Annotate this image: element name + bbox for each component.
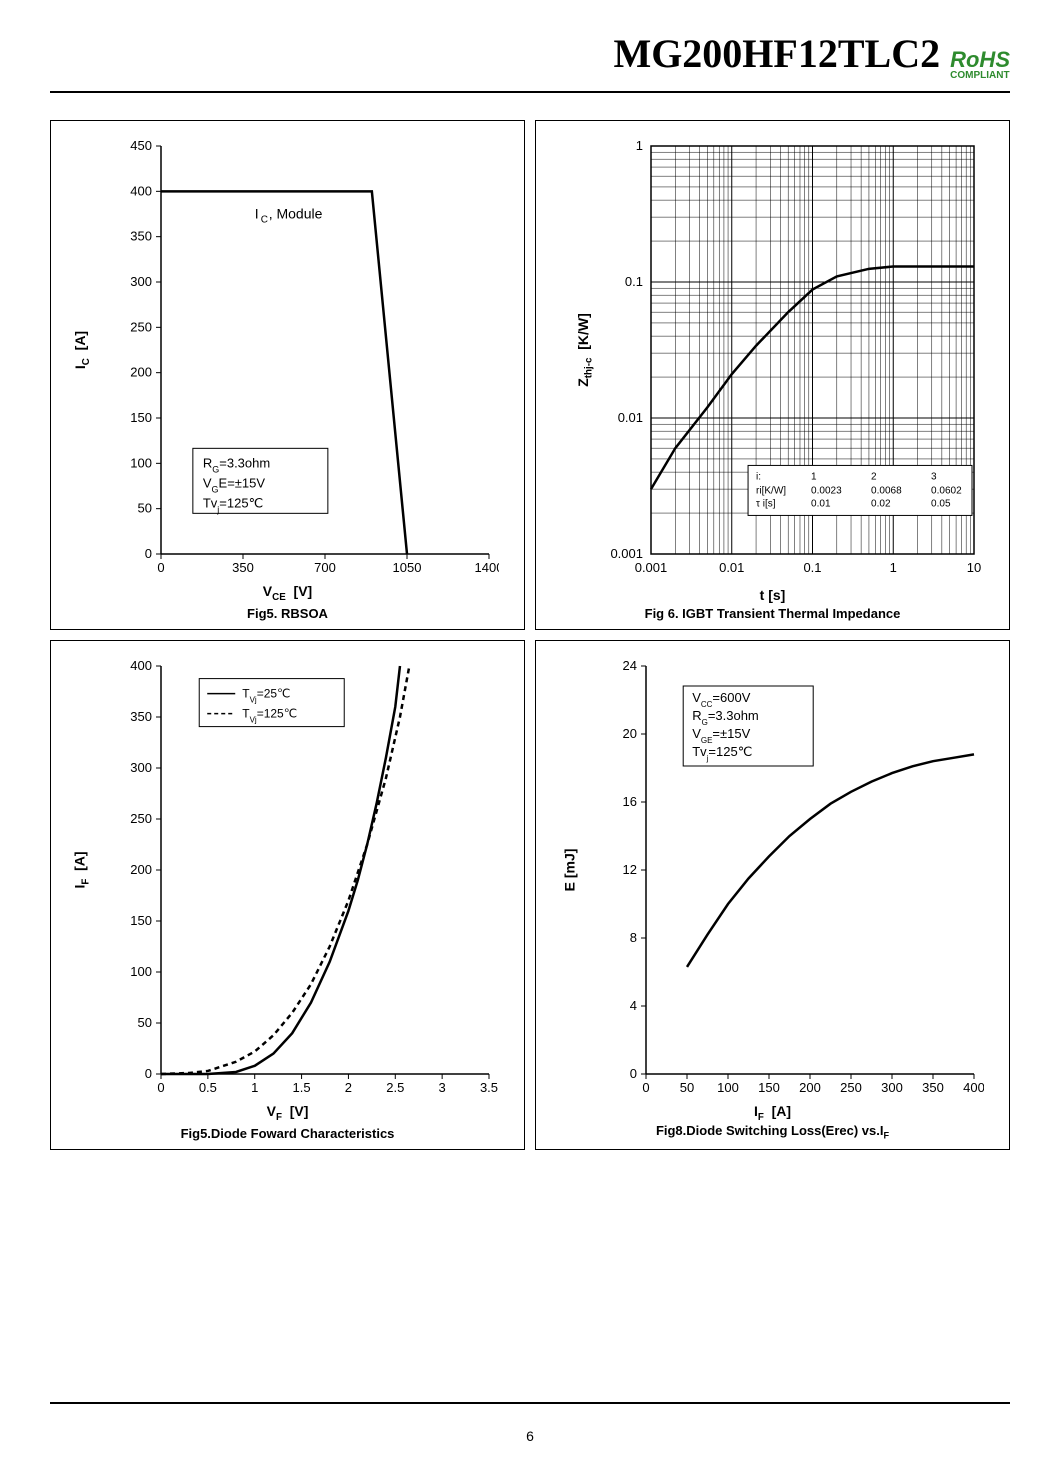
svg-text:1.5: 1.5 xyxy=(293,1080,311,1095)
fig5-chart: 0 350 700 1050 1400 0 50 100 150 200 250 300 350 400 4… xyxy=(116,136,499,584)
svg-text:ri[K/W]: ri[K/W] xyxy=(756,485,786,496)
svg-text:4: 4 xyxy=(630,998,637,1013)
svg-text:1: 1 xyxy=(890,560,897,575)
fig8-caption: Fig8.Diode Switching Loss(Erec) vs.IF xyxy=(536,1123,1009,1141)
svg-text:I: I xyxy=(255,206,259,222)
svg-text:1: 1 xyxy=(636,138,643,153)
svg-text:0.001: 0.001 xyxy=(610,546,643,561)
svg-text:0.05: 0.05 xyxy=(931,498,951,509)
rohs-main-text: RoHS xyxy=(950,50,1010,70)
fig5-xlabel: VCE [V] xyxy=(51,583,524,603)
fig5-caption: Fig5. RBSOA xyxy=(51,606,524,621)
fig5-ylabel: IC [A] xyxy=(72,331,92,369)
svg-text:100: 100 xyxy=(130,964,152,979)
svg-text:12: 12 xyxy=(623,862,637,877)
svg-text:150: 150 xyxy=(758,1080,780,1095)
svg-text:1400: 1400 xyxy=(475,560,499,575)
page-number: 6 xyxy=(0,1428,1060,1444)
svg-text:400: 400 xyxy=(130,658,152,673)
svg-text:100: 100 xyxy=(717,1080,739,1095)
svg-text:300: 300 xyxy=(881,1080,903,1095)
svg-text:50: 50 xyxy=(138,501,152,516)
svg-text:3.5: 3.5 xyxy=(480,1080,498,1095)
svg-text:0.1: 0.1 xyxy=(803,560,821,575)
fig7-xlabel: VF [V] xyxy=(51,1103,524,1123)
fig8-xlabel: IF [A] xyxy=(536,1103,1009,1123)
svg-text:100: 100 xyxy=(130,455,152,470)
svg-text:0.0602: 0.0602 xyxy=(931,485,962,496)
svg-text:150: 150 xyxy=(130,410,152,425)
svg-text:0: 0 xyxy=(145,1066,152,1081)
svg-text:300: 300 xyxy=(130,274,152,289)
rohs-badge: RoHS COMPLIANT xyxy=(950,50,1010,81)
svg-text:τ i[s]: τ i[s] xyxy=(756,498,776,509)
fig6-ylabel: Zthj-c [K/W] xyxy=(575,313,595,387)
svg-text:350: 350 xyxy=(130,709,152,724)
svg-text:24: 24 xyxy=(623,658,637,673)
fig6-panel: Zthj-c [K/W] 0.001 0.01 0.1 1 10 0.001 0.01 0.1… xyxy=(535,120,1010,630)
fig7-chart: 0 0.5 1 1.5 2 2.5 3 3.5 0 50 100 150 200 250 300 350 400… xyxy=(116,656,499,1104)
svg-text:1050: 1050 xyxy=(393,560,422,575)
fig6-caption: Fig 6. IGBT Transient Thermal Impedance xyxy=(536,606,1009,621)
svg-text:350: 350 xyxy=(130,229,152,244)
fig6-xlabel: t [s] xyxy=(536,587,1009,603)
svg-text:300: 300 xyxy=(130,760,152,775)
svg-text:i:: i: xyxy=(756,471,761,482)
svg-text:3: 3 xyxy=(439,1080,446,1095)
svg-text:20: 20 xyxy=(623,726,637,741)
svg-text:2: 2 xyxy=(345,1080,352,1095)
svg-text:0.5: 0.5 xyxy=(199,1080,217,1095)
fig5-panel: IC [A] 0 350 700 1050 1400 0 50 100 150 200 250 300… xyxy=(50,120,525,630)
svg-text:200: 200 xyxy=(130,862,152,877)
fig8-ylabel: E [mJ] xyxy=(561,848,577,891)
fig8-panel: E [mJ] 0 50 100 150 200 250 300 350 400 0 4 8 12 16 20… xyxy=(535,640,1010,1150)
svg-text:0.001: 0.001 xyxy=(635,560,668,575)
svg-text:8: 8 xyxy=(630,930,637,945)
svg-text:400: 400 xyxy=(963,1080,984,1095)
svg-text:0: 0 xyxy=(157,560,164,575)
part-number-title: MG200HF12TLC2 xyxy=(613,30,940,77)
svg-text:700: 700 xyxy=(314,560,336,575)
footer-rule xyxy=(50,1402,1010,1404)
svg-text:400: 400 xyxy=(130,183,152,198)
svg-text:0: 0 xyxy=(145,546,152,561)
svg-text:450: 450 xyxy=(130,138,152,153)
svg-text:0.01: 0.01 xyxy=(618,410,643,425)
fig8-chart: 05010015020025030035040004812162024VCC=6… xyxy=(601,656,984,1104)
svg-text:250: 250 xyxy=(130,811,152,826)
svg-text:1: 1 xyxy=(251,1080,258,1095)
svg-text:200: 200 xyxy=(799,1080,821,1095)
svg-text:350: 350 xyxy=(232,560,254,575)
fig7-ylabel: IF [A] xyxy=(72,851,92,888)
svg-text:, Module: , Module xyxy=(269,206,323,222)
svg-text:350: 350 xyxy=(922,1080,944,1095)
svg-text:250: 250 xyxy=(840,1080,862,1095)
fig6-chart: 0.0010.010.11100.0010.010.11i:1234ri[K/W… xyxy=(601,136,984,584)
svg-text:0.01: 0.01 xyxy=(811,498,831,509)
fig7-panel: IF [A] 0 0.5 1 1.5 2 2.5 3 3.5 0 50 100 150 200 250 30… xyxy=(50,640,525,1150)
svg-text:1: 1 xyxy=(811,471,817,482)
svg-text:2: 2 xyxy=(871,471,877,482)
svg-text:0.1: 0.1 xyxy=(625,274,643,289)
svg-text:0.02: 0.02 xyxy=(871,498,891,509)
svg-text:0.0068: 0.0068 xyxy=(871,485,902,496)
svg-text:10: 10 xyxy=(967,560,981,575)
svg-text:3: 3 xyxy=(931,471,937,482)
svg-text:16: 16 xyxy=(623,794,637,809)
svg-text:0.0023: 0.0023 xyxy=(811,485,842,496)
svg-text:0: 0 xyxy=(157,1080,164,1095)
svg-text:0: 0 xyxy=(642,1080,649,1095)
fig7-caption: Fig5.Diode Foward Characteristics xyxy=(51,1126,524,1141)
svg-text:50: 50 xyxy=(680,1080,694,1095)
svg-text:50: 50 xyxy=(138,1015,152,1030)
rohs-sub-text: COMPLIANT xyxy=(950,70,1010,81)
svg-text:2.5: 2.5 xyxy=(386,1080,404,1095)
svg-text:0: 0 xyxy=(630,1066,637,1081)
svg-text:C: C xyxy=(261,215,268,226)
svg-text:150: 150 xyxy=(130,913,152,928)
svg-text:200: 200 xyxy=(130,365,152,380)
svg-text:0.01: 0.01 xyxy=(719,560,744,575)
svg-text:250: 250 xyxy=(130,319,152,334)
